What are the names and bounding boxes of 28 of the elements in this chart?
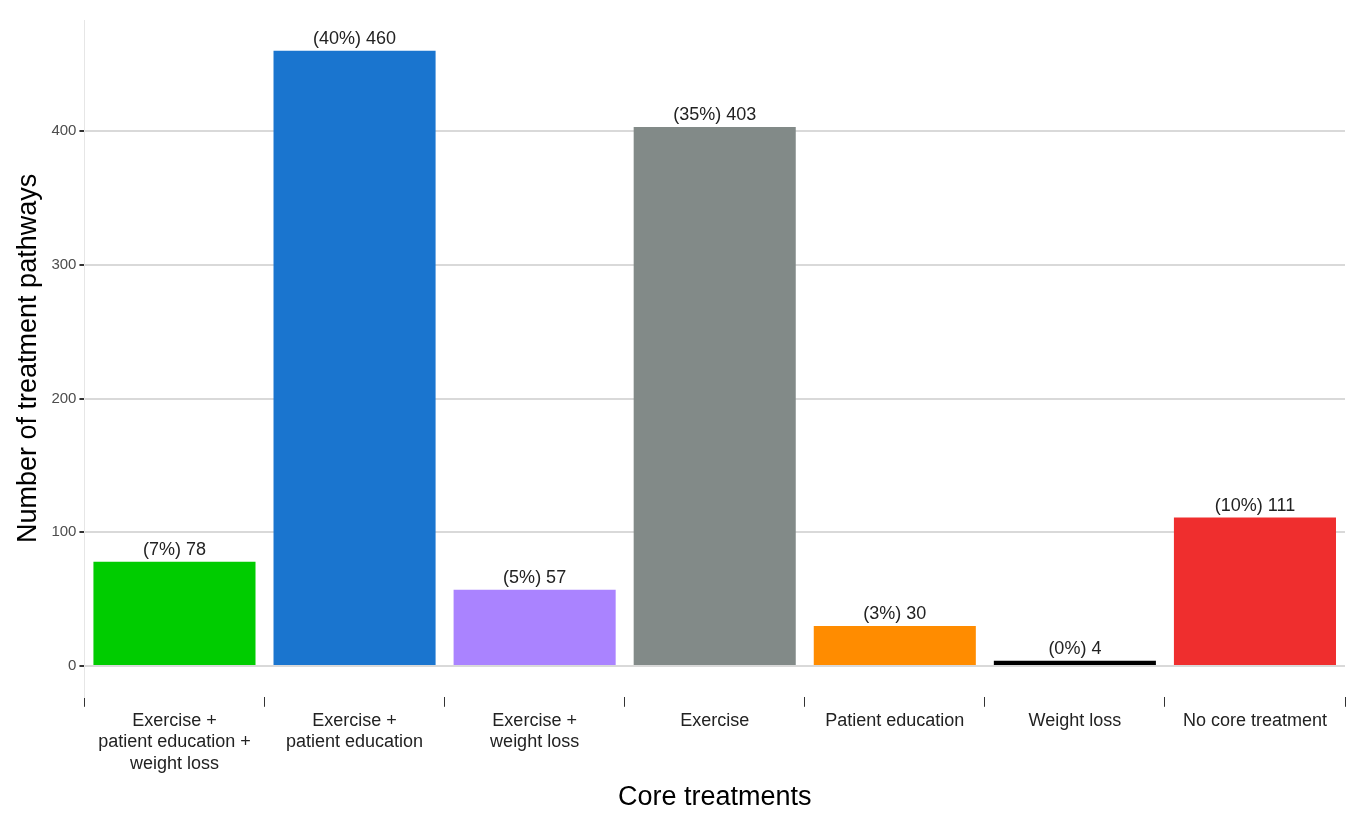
- y-tick-label: 200: [51, 388, 77, 406]
- data-label: (3%) 30: [863, 602, 927, 623]
- x-tick-label: Exercise + patient education + weight loss: [98, 709, 251, 773]
- x-axis-title: Core treatments: [617, 781, 812, 812]
- y-axis-title: Number of treatment pathways: [11, 173, 42, 543]
- x-tick-label: Exercise + weight loss: [489, 709, 580, 752]
- y-tick-label: 300: [51, 254, 77, 272]
- y-tick-label: 400: [51, 121, 77, 139]
- bar: [453, 589, 616, 666]
- y-tick-label: 0: [68, 656, 77, 674]
- x-tick-label: Exercise: [680, 709, 750, 730]
- x-tick-label: Patient education: [825, 709, 965, 730]
- bar: [1173, 517, 1336, 666]
- data-label: (40%) 460: [313, 27, 397, 48]
- x-tick-label: No core treatment: [1182, 709, 1327, 730]
- x-tick-label: Weight loss: [1028, 709, 1122, 730]
- data-label: (0%) 4: [1048, 637, 1102, 658]
- bar: [273, 50, 436, 666]
- x-tick-label: Exercise + patient education: [285, 709, 424, 752]
- bar: [93, 561, 256, 666]
- data-label: (10%) 111: [1214, 494, 1296, 515]
- bar: [993, 660, 1156, 666]
- bar: [633, 127, 796, 666]
- data-label: (7%) 78: [142, 538, 206, 559]
- bar: [813, 625, 976, 666]
- y-tick-label: 100: [51, 522, 77, 540]
- data-label: (35%) 403: [673, 103, 757, 124]
- data-label: (5%) 57: [503, 566, 567, 587]
